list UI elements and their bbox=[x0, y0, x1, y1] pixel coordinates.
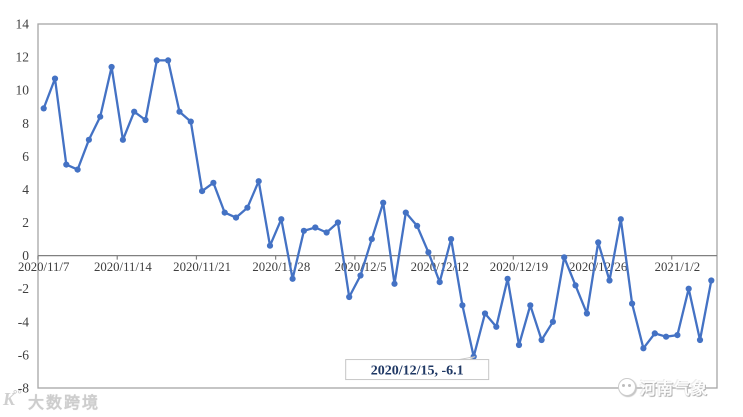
data-point-marker bbox=[368, 236, 375, 243]
data-point-marker bbox=[51, 75, 59, 82]
annotation-label: 2020/12/15, -6.1 bbox=[371, 364, 464, 379]
data-point-marker bbox=[414, 222, 421, 229]
data-point-marker bbox=[266, 242, 274, 249]
data-point-marker bbox=[708, 277, 715, 284]
data-point-marker bbox=[346, 293, 353, 301]
x-axis-tick-label: 2020/11/28 bbox=[252, 260, 310, 274]
y-axis-tick-label: 12 bbox=[16, 50, 30, 65]
temperature-line bbox=[42, 59, 713, 358]
data-point-marker bbox=[142, 116, 149, 124]
y-axis-tick-label: 2 bbox=[22, 215, 29, 230]
annotation-callout-box bbox=[345, 359, 490, 381]
data-point-marker bbox=[595, 239, 602, 246]
data-point-marker bbox=[131, 108, 138, 115]
x-axis-tick-label: 2020/12/12 bbox=[411, 260, 469, 274]
data-point-marker bbox=[674, 332, 681, 339]
y-axis-tick-label: 14 bbox=[16, 17, 30, 32]
x-axis-tick-label: 2020/11/14 bbox=[94, 260, 152, 274]
data-point-marker bbox=[425, 249, 432, 256]
dashukuajing-logo-icon bbox=[3, 389, 25, 411]
data-point-marker bbox=[153, 57, 160, 64]
data-point-marker bbox=[651, 330, 658, 337]
data-point-marker bbox=[357, 272, 364, 279]
data-point-marker bbox=[97, 113, 104, 120]
data-point-marker bbox=[515, 341, 523, 349]
x-axis-tick-label: 2020/12/5 bbox=[335, 260, 387, 274]
y-axis-tick-label: 0 bbox=[22, 248, 29, 263]
data-point-marker bbox=[176, 108, 183, 115]
data-point-marker bbox=[232, 214, 240, 221]
data-point-marker bbox=[629, 300, 636, 307]
data-point-marker bbox=[663, 333, 670, 340]
data-point-marker bbox=[74, 166, 81, 173]
watermark-bottom-right: 河南气象 bbox=[618, 375, 708, 399]
data-point-marker bbox=[561, 254, 568, 261]
data-point-marker bbox=[85, 136, 92, 143]
data-point-marker bbox=[685, 285, 692, 292]
data-point-marker bbox=[504, 275, 511, 282]
data-point-marker bbox=[323, 229, 330, 236]
x-axis-tick-label: 2021/1/2 bbox=[655, 260, 701, 274]
y-axis-tick-label: 6 bbox=[22, 149, 29, 164]
x-axis-tick-label: 2020/12/26 bbox=[569, 260, 628, 274]
data-point-marker bbox=[640, 345, 647, 352]
data-point-marker bbox=[606, 277, 613, 284]
data-point-marker bbox=[436, 279, 443, 286]
data-point-marker bbox=[617, 216, 624, 223]
data-point-marker bbox=[63, 161, 70, 168]
y-axis-tick-label: -8 bbox=[18, 381, 29, 396]
y-axis-tick-label: -6 bbox=[18, 347, 29, 362]
data-point-marker bbox=[210, 179, 217, 186]
data-point-marker bbox=[300, 227, 307, 234]
data-point-marker bbox=[583, 310, 591, 317]
data-point-marker bbox=[312, 224, 319, 231]
data-point-marker bbox=[199, 188, 206, 195]
data-point-marker bbox=[119, 136, 126, 143]
x-axis-tick-label: 2020/11/21 bbox=[173, 260, 231, 274]
x-axis-tick-label: 2020/11/7 bbox=[18, 260, 70, 274]
watermark-bottom-left-label: 大数跨境 bbox=[28, 395, 101, 412]
data-point-marker bbox=[549, 318, 557, 325]
data-point-marker bbox=[278, 216, 285, 223]
data-point-marker bbox=[402, 209, 409, 216]
data-point-marker bbox=[448, 236, 455, 243]
data-point-marker bbox=[165, 57, 172, 64]
data-point-marker bbox=[391, 280, 398, 287]
data-point-marker bbox=[255, 178, 262, 185]
data-point-marker bbox=[481, 310, 489, 317]
data-point-marker bbox=[40, 105, 47, 112]
data-point-marker bbox=[289, 275, 296, 282]
watermark-bottom-left: 大数跨境 bbox=[3, 389, 100, 413]
data-point-marker bbox=[572, 282, 579, 289]
watermark-bottom-right-label: 河南气象 bbox=[640, 381, 709, 398]
data-point-marker bbox=[244, 204, 251, 211]
data-point-marker bbox=[108, 63, 115, 71]
data-point-marker bbox=[527, 302, 534, 309]
data-point-marker bbox=[459, 302, 466, 309]
y-axis-tick-label: -4 bbox=[18, 314, 29, 329]
y-axis-tick-label: 4 bbox=[22, 182, 29, 197]
data-point-marker bbox=[334, 219, 341, 226]
data-point-marker bbox=[538, 336, 545, 344]
data-point-marker bbox=[380, 199, 387, 206]
data-point-marker bbox=[696, 336, 704, 344]
henan-weather-logo-icon bbox=[618, 378, 636, 396]
data-point-marker bbox=[187, 118, 194, 125]
y-axis-tick-label: 10 bbox=[16, 83, 30, 98]
x-axis-tick-label: 2020/12/19 bbox=[490, 260, 548, 274]
plot-area-border bbox=[37, 23, 718, 389]
y-axis-tick-label: -2 bbox=[18, 281, 29, 296]
data-point-marker bbox=[493, 323, 500, 330]
y-axis-tick-label: 8 bbox=[22, 116, 29, 131]
data-point-marker bbox=[221, 209, 228, 216]
